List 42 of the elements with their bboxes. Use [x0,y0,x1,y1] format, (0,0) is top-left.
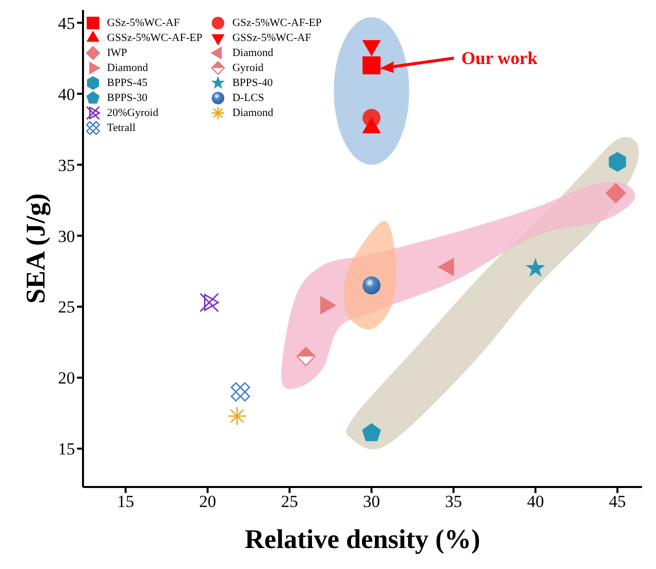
x-axis-title: Relative density (%) [244,524,480,554]
point [230,382,250,402]
x-tick-label: 15 [117,492,134,512]
point [605,182,626,204]
annotation: Our work [461,48,538,68]
x-tick-label: 35 [444,492,462,512]
point [227,406,247,426]
legend-label: GSSz-5%WC-AF [232,32,312,44]
y-tick-label: 20 [58,368,75,388]
x-tick-label: 45 [608,492,626,512]
legend-label: BPPS-30 [107,92,148,104]
legend-label: GSz-5%WC-AF-EP [232,17,322,29]
point [362,56,381,74]
y-tick-label: 40 [58,84,75,104]
point [362,423,381,442]
legend-label: BPPS-45 [107,77,148,89]
legend-label: Gyroid [232,62,264,74]
legend-label: Diamond [232,107,274,119]
y-tick-label: 25 [58,298,75,317]
point [362,276,381,294]
point [200,292,219,312]
y-tick-label: 35 [58,156,75,175]
legend-label: Diamond [232,47,274,59]
legend-label: Tetrall [107,122,136,134]
point [526,258,546,277]
x-tick-label: 20 [199,492,216,512]
legend-label: IWP [107,47,128,59]
legend-label: D-LCS [232,92,264,104]
x-tick-label: 40 [526,492,544,512]
legend-label: GSz-5%WC-AF [107,17,180,29]
legend-label: 20%Gyroid [107,107,158,119]
x-tick-label: 25 [281,492,298,512]
legend-label: Diamond [107,62,148,74]
legend-label: GSSz-5%WC-AF-EP [107,32,202,44]
y-tick-label: 45 [58,14,75,33]
point [608,152,626,172]
legend-label: BPPS-40 [232,77,273,89]
y-axis-title: SEA (J/g) [20,193,51,304]
y-tick-label: 30 [58,226,75,246]
point [296,346,316,366]
x-tick-label: 30 [363,492,380,512]
y-tick-label: 15 [58,440,75,459]
